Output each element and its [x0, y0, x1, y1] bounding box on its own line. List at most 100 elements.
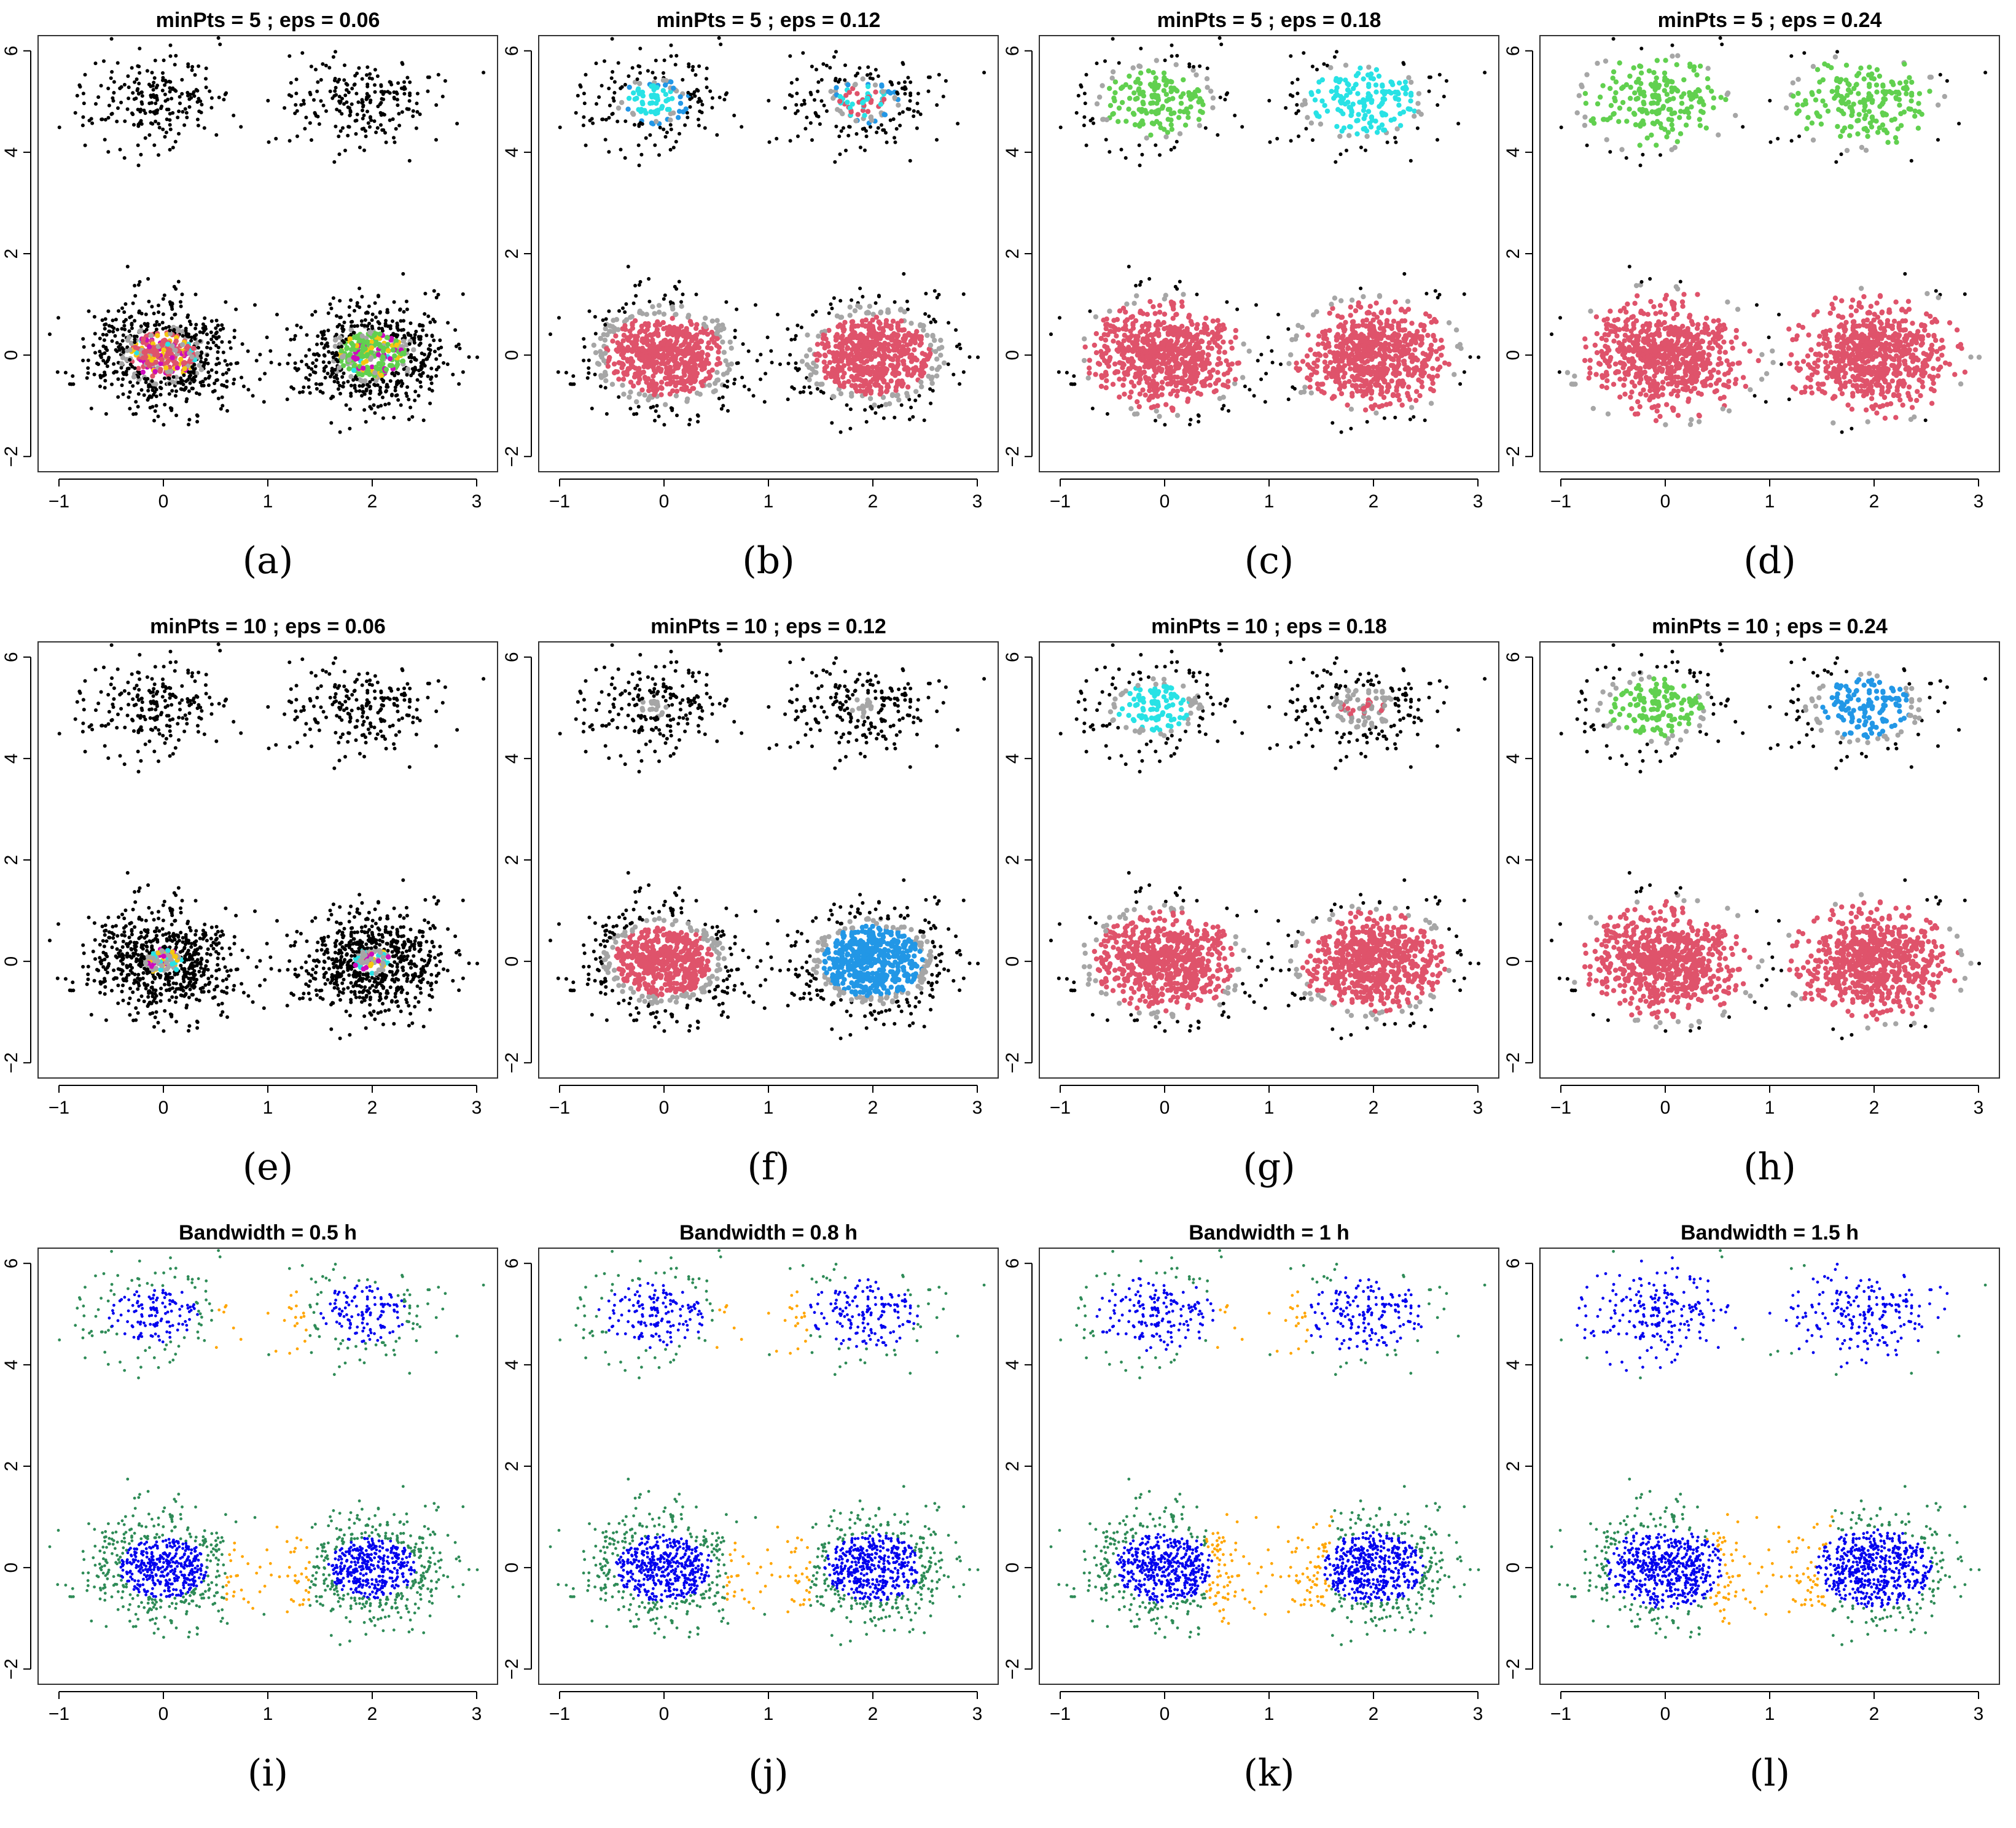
data-point: [210, 96, 214, 100]
data-point: [368, 357, 373, 362]
data-point: [113, 334, 117, 338]
data-point: [312, 370, 316, 374]
data-point: [133, 340, 136, 344]
data-point: [121, 377, 125, 381]
data-point: [377, 295, 380, 299]
data-point: [197, 346, 200, 350]
x-tick-label: 2: [367, 491, 378, 512]
data-point: [361, 360, 366, 365]
data-point: [402, 92, 406, 96]
data-point: [161, 128, 165, 131]
data-point: [319, 78, 323, 82]
data-point: [387, 402, 391, 405]
data-point: [103, 327, 107, 330]
data-point: [135, 77, 139, 81]
data-point: [110, 70, 114, 74]
data-point: [181, 361, 186, 365]
data-point: [426, 90, 430, 93]
data-point: [147, 300, 150, 303]
data-point: [334, 86, 338, 90]
data-point: [402, 310, 406, 314]
data-point: [695, 292, 698, 296]
data-point: [424, 334, 428, 337]
data-point: [189, 381, 192, 385]
data-point: [418, 337, 421, 341]
data-point: [167, 348, 172, 353]
data-point: [377, 332, 382, 337]
data-point: [163, 79, 167, 82]
data-point: [404, 391, 408, 395]
data-point: [621, 377, 626, 381]
data-point: [363, 393, 367, 396]
data-point: [146, 398, 150, 402]
data-point: [318, 383, 322, 386]
data-point: [385, 383, 389, 386]
data-point: [405, 373, 409, 377]
data-point: [84, 73, 87, 77]
data-point: [216, 324, 220, 327]
data-point: [186, 62, 190, 66]
data-point: [355, 334, 360, 338]
data-point: [396, 98, 399, 101]
data-point: [163, 93, 167, 96]
data-point: [174, 389, 178, 393]
data-point: [397, 123, 401, 127]
data-point: [103, 138, 107, 141]
data-point: [349, 392, 353, 396]
data-point: [401, 338, 406, 343]
data-point: [171, 87, 174, 90]
data-point: [396, 325, 399, 329]
data-point: [362, 114, 366, 117]
data-point: [48, 332, 52, 336]
data-point: [152, 419, 156, 423]
data-point: [312, 98, 316, 102]
data-point: [340, 375, 344, 379]
data-point: [342, 372, 346, 375]
data-point: [169, 54, 173, 58]
data-point: [299, 326, 303, 329]
data-point: [384, 324, 388, 327]
data-point: [190, 335, 193, 339]
data-point: [103, 351, 106, 355]
data-point: [82, 345, 86, 349]
data-point: [115, 370, 119, 373]
data-point: [370, 326, 374, 330]
data-point: [300, 359, 303, 363]
data-point: [319, 389, 322, 393]
data-point: [411, 347, 416, 352]
data-point: [330, 372, 334, 376]
data-point: [420, 365, 423, 369]
data-point: [204, 77, 208, 80]
data-point: [402, 367, 406, 371]
data-point: [112, 362, 115, 366]
data-point: [178, 101, 182, 105]
data-point: [332, 296, 335, 300]
data-point: [182, 383, 186, 386]
data-point: [150, 305, 154, 308]
data-point: [418, 343, 421, 347]
data-point: [327, 66, 331, 69]
data-point: [194, 323, 198, 327]
data-point: [126, 74, 130, 78]
data-point: [402, 87, 406, 91]
data-point: [161, 321, 165, 324]
data-point: [348, 313, 351, 317]
data-point: [333, 380, 337, 383]
data-point: [128, 390, 132, 394]
data-point: [163, 135, 167, 139]
data-point: [376, 74, 380, 78]
data-point: [367, 305, 371, 308]
data-point: [397, 112, 400, 115]
data-point: [205, 66, 208, 70]
data-point: [324, 64, 328, 68]
data-point: [357, 287, 361, 291]
data-point: [121, 339, 125, 343]
data-point: [202, 361, 206, 365]
data-point: [154, 120, 157, 123]
data-point: [170, 389, 174, 393]
data-point: [258, 378, 262, 381]
data-point: [351, 343, 356, 348]
data-point: [137, 311, 141, 314]
data-point: [168, 369, 173, 374]
data-point: [181, 110, 184, 114]
